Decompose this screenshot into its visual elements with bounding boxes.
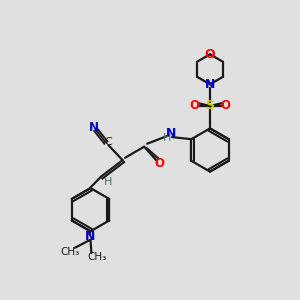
Text: H: H	[163, 133, 171, 143]
Text: N: N	[166, 127, 176, 140]
Text: H: H	[103, 177, 112, 187]
Text: S: S	[206, 99, 214, 112]
Text: CH₃: CH₃	[88, 252, 107, 262]
Text: CH₃: CH₃	[61, 247, 80, 257]
Text: O: O	[220, 99, 231, 112]
Text: N: N	[88, 121, 98, 134]
Text: O: O	[189, 99, 200, 112]
Text: O: O	[205, 48, 215, 61]
Text: C: C	[104, 136, 112, 147]
Text: O: O	[154, 157, 164, 170]
Text: N: N	[85, 230, 96, 243]
Text: N: N	[205, 78, 215, 91]
